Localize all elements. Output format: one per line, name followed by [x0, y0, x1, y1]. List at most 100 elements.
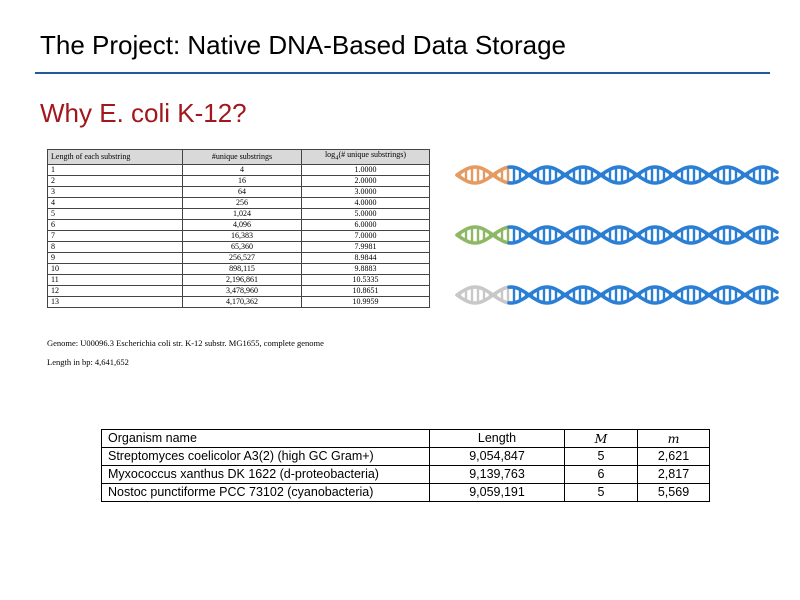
substring-table: Length of each substring #unique substri… — [47, 149, 430, 308]
organism-M-cell: 5 — [564, 447, 638, 466]
organism-header-m: m — [637, 429, 710, 448]
substring-length-cell: 8 — [47, 240, 183, 253]
log-value-cell: 1.0000 — [301, 163, 430, 176]
organism-m-cell: 2,817 — [637, 465, 710, 484]
substring-row: 6 4,096 6.0000 — [47, 218, 430, 231]
organism-header-length: Length — [429, 429, 565, 448]
dna-backbone — [455, 225, 511, 245]
unique-count-cell: 3,478,960 — [182, 284, 302, 297]
organism-M-cell: 6 — [564, 465, 638, 484]
organism-row: Nostoc punctiforme PCC 73102 (cyanobacte… — [101, 483, 710, 502]
substring-header-log: log4(# unique substrings) — [301, 149, 430, 165]
organism-table: Organism name Length M m Streptomyces co… — [101, 429, 710, 502]
log-value-cell: 8.9844 — [301, 251, 430, 264]
substring-row: 2 16 2.0000 — [47, 174, 430, 187]
dna-backbone — [507, 225, 779, 245]
log-value-cell: 3.0000 — [301, 185, 430, 198]
log-suffix: (# unique substrings) — [338, 150, 407, 159]
substring-row: 12 3,478,960 10.8651 — [47, 284, 430, 297]
dna-backbone — [507, 225, 779, 245]
organism-table-body: Organism name Length M m Streptomyces co… — [101, 429, 710, 502]
dna-backbone — [507, 165, 779, 185]
genome-length-note: Length in bp: 4,641,652 — [47, 357, 129, 367]
substring-table-body: 1 4 1.0000 2 16 2.0000 3 64 3.0000 4 256 4.0000 5 1,0… — [47, 163, 430, 308]
substring-length-cell: 4 — [47, 196, 183, 209]
substring-length-cell: 2 — [47, 174, 183, 187]
log-value-cell: 10.9959 — [301, 295, 430, 308]
dna-backbone — [455, 285, 511, 305]
unique-count-cell: 64 — [182, 185, 302, 198]
dna-backbone — [455, 225, 511, 245]
dna-helices-image — [455, 165, 779, 305]
substring-row: 5 1,024 5.0000 — [47, 207, 430, 220]
substring-length-cell: 1 — [47, 163, 183, 176]
substring-length-cell: 9 — [47, 251, 183, 264]
log-value-cell: 4.0000 — [301, 196, 430, 209]
unique-count-cell: 4,170,362 — [182, 295, 302, 308]
organism-M-cell: 5 — [564, 483, 638, 502]
unique-count-cell: 4,096 — [182, 218, 302, 231]
dna-backbone — [455, 285, 511, 305]
dna-backbone — [507, 165, 779, 185]
unique-count-cell: 16 — [182, 174, 302, 187]
substring-table-header: Length of each substring #unique substri… — [47, 149, 430, 165]
organism-header-M: M — [564, 429, 638, 448]
unique-count-cell: 1,024 — [182, 207, 302, 220]
unique-count-cell: 256 — [182, 196, 302, 209]
title-divider — [35, 72, 770, 74]
substring-row: 10 898,115 9.8883 — [47, 262, 430, 275]
log-value-cell: 7.0000 — [301, 229, 430, 242]
organism-row: Streptomyces coelicolor A3(2) (high GC G… — [101, 447, 710, 466]
unique-count-cell: 2,196,861 — [182, 273, 302, 286]
substring-length-cell: 11 — [47, 273, 183, 286]
organism-m-cell: 2,621 — [637, 447, 710, 466]
dna-helix — [455, 225, 779, 245]
unique-count-cell: 898,115 — [182, 262, 302, 275]
unique-count-cell: 256,527 — [182, 251, 302, 264]
substring-length-cell: 13 — [47, 295, 183, 308]
substring-length-cell: 5 — [47, 207, 183, 220]
substring-length-cell: 3 — [47, 185, 183, 198]
dna-backbone — [455, 165, 511, 185]
dna-backbone — [455, 165, 511, 185]
dna-illustration — [452, 150, 782, 310]
substring-header-unique: #unique substrings — [182, 149, 302, 165]
organism-length-cell: 9,059,191 — [429, 483, 565, 502]
log-value-cell: 6.0000 — [301, 218, 430, 231]
substring-row: 7 16,383 7.0000 — [47, 229, 430, 242]
substring-length-cell: 12 — [47, 284, 183, 297]
substring-row: 4 256 4.0000 — [47, 196, 430, 209]
organism-length-cell: 9,139,763 — [429, 465, 565, 484]
log-base: 4 — [335, 154, 339, 162]
organism-row: Myxococcus xanthus DK 1622 (d-proteobact… — [101, 465, 710, 484]
organism-m-cell: 5,569 — [637, 483, 710, 502]
organism-name-cell: Streptomyces coelicolor A3(2) (high GC G… — [101, 447, 430, 466]
log-value-cell: 10.8651 — [301, 284, 430, 297]
log-value-cell: 7.9981 — [301, 240, 430, 253]
dna-helix — [455, 165, 779, 185]
genome-note: Genome: U00096.3 Escherichia coli str. K… — [47, 338, 324, 348]
unique-count-cell: 65,360 — [182, 240, 302, 253]
substring-row: 3 64 3.0000 — [47, 185, 430, 198]
dna-backbone — [507, 285, 779, 305]
substring-row: 13 4,170,362 10.9959 — [47, 295, 430, 308]
substring-row: 11 2,196,861 10.5335 — [47, 273, 430, 286]
organism-name-cell: Myxococcus xanthus DK 1622 (d-proteobact… — [101, 465, 430, 484]
organism-header-name: Organism name — [101, 429, 430, 448]
dna-helix — [455, 285, 779, 305]
log-prefix: log — [324, 150, 336, 159]
log-value-cell: 5.0000 — [301, 207, 430, 220]
substring-header-length: Length of each substring — [47, 149, 183, 165]
substring-row: 8 65,360 7.9981 — [47, 240, 430, 253]
substring-length-cell: 6 — [47, 218, 183, 231]
substring-length-cell: 10 — [47, 262, 183, 275]
substring-length-cell: 7 — [47, 229, 183, 242]
organism-length-cell: 9,054,847 — [429, 447, 565, 466]
slide-title: The Project: Native DNA-Based Data Stora… — [40, 30, 567, 60]
log-value-cell: 2.0000 — [301, 174, 430, 187]
dna-backbone — [507, 285, 779, 305]
substring-row: 1 4 1.0000 — [47, 163, 430, 176]
log-value-cell: 9.8883 — [301, 262, 430, 275]
slide-subtitle: Why E. coli K-12? — [40, 98, 247, 128]
organism-name-cell: Nostoc punctiforme PCC 73102 (cyanobacte… — [101, 483, 430, 502]
